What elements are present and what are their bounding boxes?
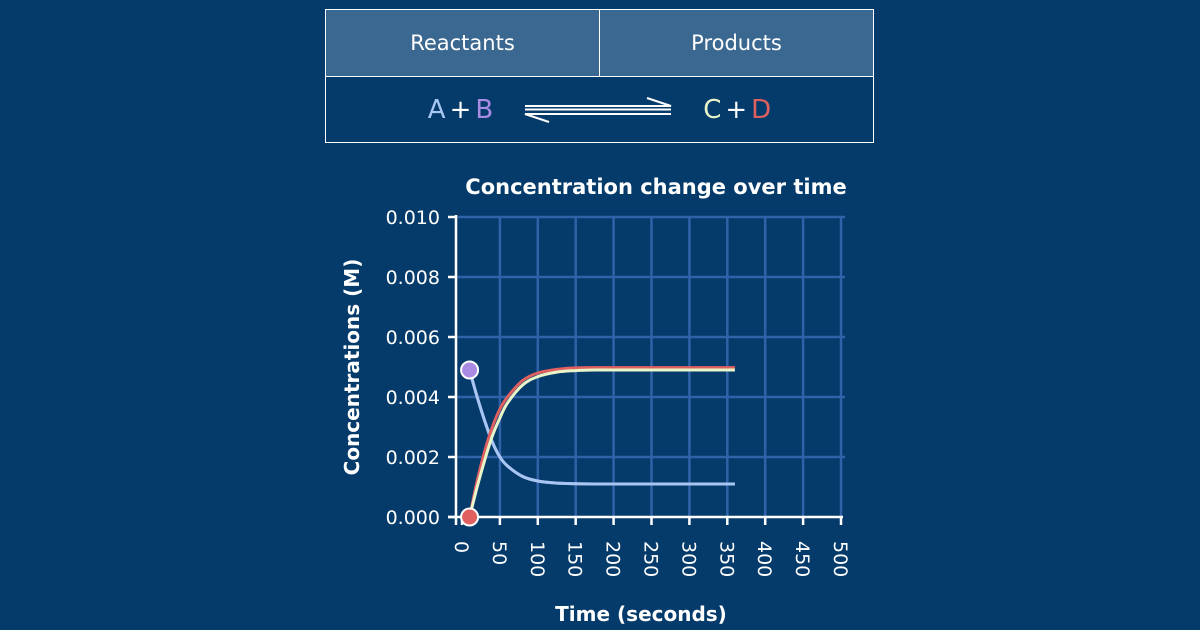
x-tick-label: 350 [715,541,737,577]
x-tick-label: 500 [829,541,851,577]
x-tick-label: 400 [753,541,775,577]
species-a: A [427,95,446,125]
series-line-2 [468,366,735,518]
y-tick-label: 0.002 [386,447,440,469]
y-tick-label: 0.000 [386,507,440,529]
chart-markers [460,360,480,527]
reaction-table: Reactants Products A + B C + D [325,9,874,143]
y-tick-label: 0.008 [386,267,440,289]
species-b: B [475,95,494,125]
chart-title: Concentration change over time [465,175,846,199]
equilibrium-arrows-icon [524,97,672,123]
table-header-row: Reactants Products [326,10,873,77]
y-axis-label: Concentrations (M) [340,259,364,476]
x-tick-label: 0 [450,541,472,553]
y-tick-labels: 0.000 0.002 0.004 0.006 0.008 0.010 [386,207,440,529]
chart-series [468,366,735,518]
y-tick-label: 0.006 [386,327,440,349]
reaction-equation: A + B C + D [326,77,873,143]
x-tick-label: 250 [640,541,662,577]
x-tick-label: 50 [488,541,510,565]
y-tick-label: 0.004 [386,387,440,409]
plus-sign: + [725,95,748,125]
x-tick-label: 450 [791,541,813,577]
reactants-header: Reactants [410,31,515,55]
start-point-marker [460,360,480,380]
species-c: C [703,95,722,125]
series-line-1 [468,369,735,486]
chart-axes [448,215,843,525]
species-d: D [751,95,772,125]
x-tick-label: 300 [677,541,699,577]
x-axis-label: Time (seconds) [555,602,727,626]
x-tick-labels: 0 50 100 150 200 250 300 350 400 450 500 [450,541,851,577]
products-header: Products [599,10,873,76]
start-point-marker [460,507,480,527]
x-tick-label: 100 [526,541,548,577]
series-line-3 [468,368,735,518]
plus-sign: + [449,95,472,125]
reactants-side: A + B [428,95,493,125]
x-tick-label: 200 [602,541,624,577]
y-tick-label: 0.010 [386,207,440,229]
x-tick-label: 150 [564,541,586,577]
products-side: C + D [703,95,771,125]
